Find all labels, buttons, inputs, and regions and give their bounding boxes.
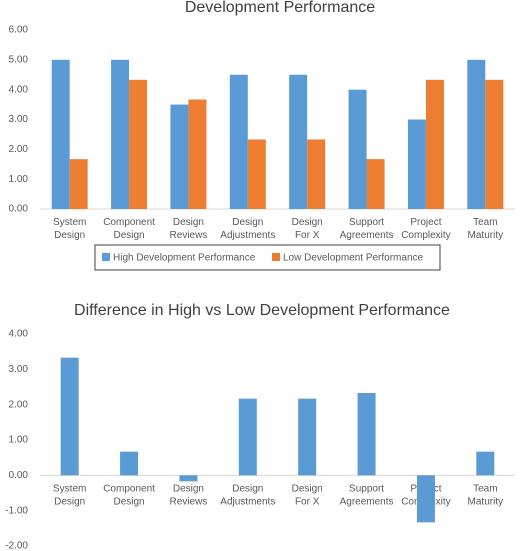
y-tick-label: 0.00 [9,204,29,215]
legend-swatch [102,253,110,261]
legend-label: Low Development Performance [283,253,424,264]
x-tick-label: Design Adjustments [220,483,275,507]
y-tick-label: 3.00 [9,364,29,375]
x-tick-label: Team Maturity [468,217,504,241]
x-tick-label: System Design [53,217,86,241]
x-tick-label: Component Design [103,217,155,241]
bar [247,139,266,209]
bar [229,74,248,209]
x-tick-label: Design For X [292,217,323,241]
bar [129,79,148,210]
bar [298,398,317,476]
chart-title: Difference in High vs Low Development Pe… [74,302,450,319]
y-tick-label: 1.00 [9,435,29,446]
bar [238,398,257,476]
bar [120,451,139,476]
bar [467,59,486,210]
x-tick-label: Design Reviews [170,217,208,241]
x-tick-label: System Design [53,483,86,507]
legend-swatch [272,253,280,261]
bar [357,393,376,476]
bar [425,79,444,210]
bar [476,451,495,476]
legend: High Development Performance Low Developm… [94,244,441,271]
bar [51,59,70,210]
y-tick-label: 5.00 [9,54,29,65]
bar [188,99,207,209]
y-tick-label: 1.00 [9,174,29,185]
bar [416,475,435,523]
x-tick-label: Component Design [103,483,155,507]
x-tick-label: Design Reviews [170,483,208,507]
chart-title: Development Performance [185,0,375,16]
y-tick-label: 6.00 [9,25,29,36]
bar [111,59,130,210]
y-tick-label: 4.00 [9,329,29,340]
y-tick-label: 0.00 [9,470,29,481]
bar [407,119,426,209]
bar [307,139,326,209]
y-tick-label: -1.00 [5,505,28,516]
y-tick-label: -2.00 [5,541,28,551]
bar [348,89,367,209]
y-tick-label: 3.00 [9,114,29,125]
y-tick-label: 2.00 [9,144,29,155]
bar [60,357,79,476]
legend-box [94,244,441,271]
y-tick-label: 2.00 [9,399,29,410]
bar [170,104,189,209]
x-tick-label: Design Adjustments [220,217,275,241]
bar [69,159,88,209]
y-tick-label: 4.00 [9,84,29,95]
x-tick-label: Design For X [292,483,323,507]
x-tick-label: Team Maturity [468,483,504,507]
bar [289,74,308,209]
bar [485,79,504,210]
bar [366,159,385,209]
x-tick-label: Support Agreements [340,217,394,241]
legend-label: High Development Performance [113,253,256,264]
x-tick-label: Support Agreements [340,483,394,507]
bar [179,475,198,482]
